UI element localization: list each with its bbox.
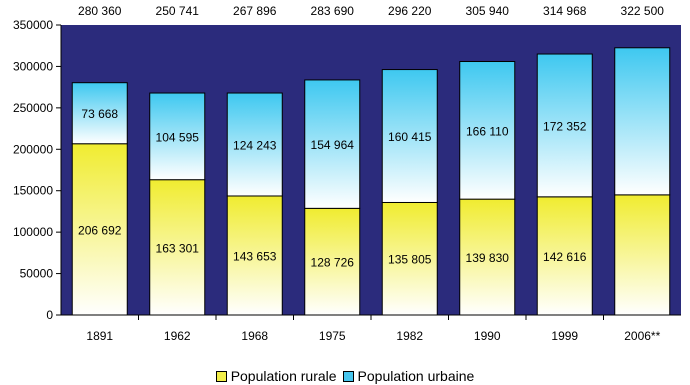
bar-rural-1975 — [304, 207, 361, 316]
data-label-urban: 104 595 — [156, 130, 200, 144]
bar-urban-1990 — [459, 61, 516, 200]
data-label-rural: 142 616 — [543, 250, 587, 264]
bar-urban-1982 — [381, 69, 438, 203]
y-tick-label: 300000 — [13, 59, 53, 73]
y-tick-label: 150000 — [13, 184, 53, 198]
y-tick-label: 350000 — [13, 18, 53, 32]
data-label-urban: 73 668 — [81, 107, 118, 121]
legend-swatch-urban — [342, 370, 354, 382]
bar-rural-1982 — [381, 201, 438, 316]
data-label-urban: 172 352 — [543, 119, 587, 133]
data-label-rural: 128 726 — [311, 256, 355, 270]
y-tick-label: 250000 — [13, 101, 53, 115]
legend-label-urban: Population urbaine — [357, 368, 475, 384]
x-tick-label: 1982 — [396, 329, 423, 343]
bar-rural-1999 — [536, 196, 593, 316]
total-label: 283 690 — [311, 4, 355, 18]
data-label-urban: 166 110 — [466, 124, 509, 138]
total-label: 280 360 — [78, 4, 122, 18]
legend-swatch-rural — [215, 370, 227, 382]
total-label: 250 741 — [156, 4, 200, 18]
x-tick-label: 1968 — [241, 329, 268, 343]
bar-urban-1962 — [149, 92, 206, 181]
data-label-rural: 206 692 — [78, 223, 122, 237]
data-label-rural: 135 805 — [388, 253, 432, 267]
data-label-rural: 139 830 — [466, 251, 510, 265]
legend-label-rural: Population rurale — [230, 368, 337, 384]
bar-urban-2006** — [614, 47, 671, 196]
x-tick-label: 1962 — [164, 329, 191, 343]
legend-item-rural: Population rurale — [215, 368, 337, 384]
legend-item-urban: Population urbaine — [342, 368, 475, 384]
total-label: 296 220 — [388, 4, 432, 18]
data-label-urban: 124 243 — [233, 139, 277, 153]
total-label: 314 968 — [543, 4, 587, 18]
y-tick-label: 50000 — [20, 267, 54, 281]
x-tick-label: 1975 — [319, 329, 346, 343]
y-tick-label: 0 — [46, 308, 53, 322]
x-tick-label: 1891 — [86, 329, 113, 343]
bar-urban-1975 — [304, 79, 361, 209]
data-label-rural: 163 301 — [156, 241, 200, 255]
bar-rural-1891 — [71, 143, 128, 316]
data-label-rural: 143 653 — [233, 249, 277, 263]
data-label-urban: 154 964 — [311, 138, 355, 152]
bar-urban-1999 — [536, 53, 593, 198]
bar-urban-1891 — [71, 82, 128, 145]
y-tick-label: 200000 — [13, 142, 53, 156]
bar-rural-1962 — [149, 179, 206, 316]
x-tick-label: 1999 — [551, 329, 578, 343]
data-label-urban: 160 415 — [388, 130, 432, 144]
bar-urban-1968 — [226, 92, 283, 197]
population-chart: 0 50000 100000 150000 200000 250000 300000 3500… — [13, 4, 681, 343]
legend: Population rurale Population urbaine — [0, 367, 690, 385]
x-tick-label: 1990 — [474, 329, 501, 343]
y-tick-label: 100000 — [13, 225, 53, 239]
total-label: 322 500 — [621, 4, 665, 18]
total-label: 305 940 — [466, 4, 510, 18]
bar-rural-1968 — [226, 195, 283, 316]
total-label: 267 896 — [233, 4, 277, 18]
x-tick-label: 2006** — [624, 329, 660, 343]
bar-rural-2006** — [614, 194, 671, 316]
